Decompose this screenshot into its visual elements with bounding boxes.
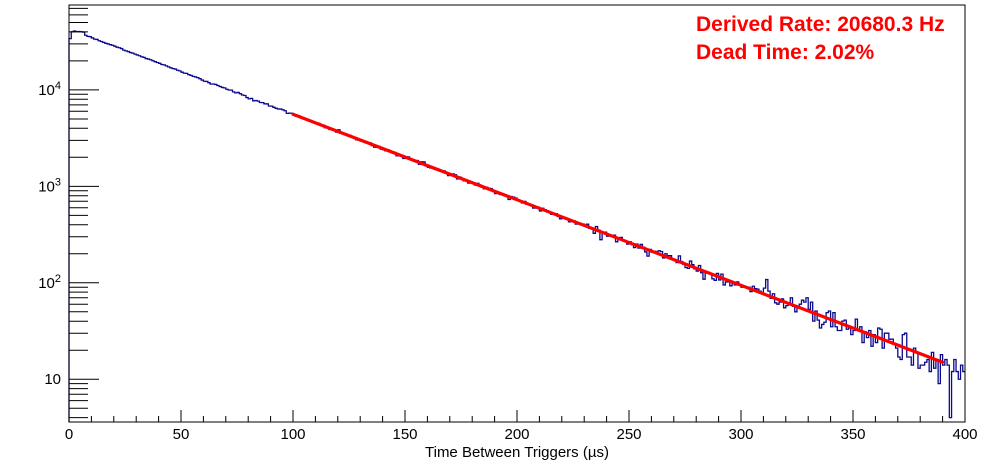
x-tick-label: 50 (173, 426, 190, 443)
fit-line (291, 112, 945, 364)
derived-rate-text: Derived Rate: 20680.3 Hz (696, 13, 945, 36)
y-tick-label: 102 (38, 273, 61, 292)
x-tick-label: 300 (728, 426, 753, 443)
x-tick-label: 200 (504, 426, 529, 443)
x-tick-label: 150 (392, 426, 417, 443)
x-axis (68, 410, 966, 422)
x-tick-label: 400 (952, 426, 977, 443)
histogram-series (68, 30, 965, 422)
y-tick-label: 10 (44, 371, 61, 388)
x-axis-title: Time Between Triggers (µs) (425, 444, 609, 461)
y-axis (69, 7, 99, 419)
x-tick-label: 0 (65, 426, 73, 443)
dead-time-text: Dead Time: 2.02% (696, 41, 875, 64)
stats-annotation: Derived Rate: 20680.3 Hz Dead Time: 2.02… (696, 11, 945, 67)
x-tick-label: 250 (616, 426, 641, 443)
y-tick-label: 104 (38, 80, 61, 99)
x-tick-label: 100 (280, 426, 305, 443)
x-tick-label: 350 (840, 426, 865, 443)
plot-frame (68, 4, 966, 423)
y-tick-label: 103 (38, 176, 61, 195)
